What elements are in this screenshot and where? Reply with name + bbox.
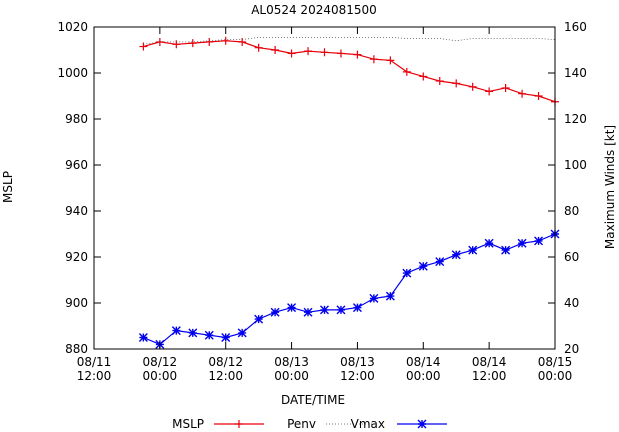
y-tick-label-left: 1020 — [57, 20, 88, 34]
y-axis-label-left: MSLP — [1, 171, 15, 203]
y-tick-label-left: 880 — [65, 342, 88, 356]
data-point-vmax — [352, 303, 362, 313]
data-point-vmax — [254, 314, 264, 324]
data-point-mslp — [254, 43, 263, 52]
data-point-vmax — [484, 238, 494, 248]
x-tick-label-time: 00:00 — [274, 369, 309, 383]
x-tick-label-date: 08/14 — [406, 355, 441, 369]
data-point-mslp — [402, 67, 411, 76]
y-tick-label-left: 960 — [65, 158, 88, 172]
data-point-mslp — [501, 83, 510, 92]
legend-label-vmax: Vmax — [351, 417, 385, 431]
data-point-mslp — [353, 50, 362, 59]
data-point-mslp — [419, 72, 428, 81]
series-line-mslp — [143, 40, 556, 103]
axes: 880 900 920 940 960 980 1000 1020 20 40 60 80 100 120… — [57, 20, 586, 383]
y-tick-label-left: 940 — [65, 204, 88, 218]
y-tick-label-left: 1000 — [57, 66, 88, 80]
x-tick-label-date: 08/12 — [143, 355, 178, 369]
y-tick-label-right: 120 — [564, 112, 587, 126]
data-point-vmax — [188, 328, 198, 338]
x-tick-label-time: 12:00 — [208, 369, 243, 383]
data-point-mslp — [221, 36, 230, 45]
data-point-vmax — [336, 305, 346, 315]
x-tick-label-time: 12:00 — [77, 369, 112, 383]
data-point-mslp — [336, 49, 345, 58]
x-tick-label-time: 00:00 — [143, 369, 178, 383]
data-point-vmax — [517, 238, 527, 248]
y-axis-label-right: Maximum Winds [kt] — [603, 125, 617, 249]
data-point-mslp — [518, 89, 527, 98]
y-tick-label-left: 980 — [65, 112, 88, 126]
data-point-mslp — [485, 87, 494, 96]
data-point-mslp — [468, 82, 477, 91]
data-point-mslp — [304, 47, 313, 56]
x-tick-label-date: 08/13 — [274, 355, 309, 369]
legend-marker-mslp — [235, 420, 243, 428]
data-point-vmax — [534, 236, 544, 246]
data-point-vmax — [402, 268, 412, 278]
data-point-vmax — [221, 333, 231, 342]
x-tick-label-date: 08/15 — [538, 355, 573, 369]
x-tick-label-time: 12:00 — [340, 369, 375, 383]
x-tick-label-date: 08/14 — [472, 355, 507, 369]
data-point-vmax — [435, 257, 445, 267]
y-tick-label-right: 140 — [564, 66, 587, 80]
x-tick-label-date: 08/12 — [208, 355, 243, 369]
data-point-vmax — [287, 303, 297, 313]
data-point-mslp — [386, 56, 395, 65]
data-point-vmax — [204, 330, 214, 340]
x-tick-label-time: 00:00 — [406, 369, 441, 383]
data-point-mslp — [205, 37, 214, 46]
y-tick-label-right: 60 — [564, 250, 579, 264]
plot-area — [138, 36, 560, 349]
data-point-mslp — [139, 42, 148, 51]
data-point-vmax — [501, 245, 511, 255]
data-point-mslp — [188, 39, 197, 48]
data-point-mslp — [534, 92, 543, 100]
data-point-vmax — [303, 307, 313, 317]
data-point-mslp — [320, 48, 329, 57]
series-line-vmax — [143, 233, 556, 346]
x-tick-label-time: 00:00 — [538, 369, 573, 383]
x-tick-label-date: 08/11 — [77, 355, 112, 369]
y-tick-label-left: 900 — [65, 296, 88, 310]
data-point-vmax — [171, 326, 181, 336]
data-point-mslp — [369, 55, 378, 64]
series-line-penv — [143, 37, 556, 45]
y-tick-label-right: 20 — [564, 342, 579, 356]
y-tick-label-right: 100 — [564, 158, 587, 172]
y-tick-label-left: 920 — [65, 250, 88, 264]
y-tick-label-right: 80 — [564, 204, 579, 218]
data-point-mslp — [172, 40, 181, 49]
data-point-vmax — [320, 305, 329, 315]
data-point-vmax — [369, 293, 379, 303]
x-tick-label-date: 08/13 — [340, 355, 375, 369]
data-point-vmax — [270, 307, 280, 317]
x-tick-label-time: 12:00 — [472, 369, 507, 383]
data-point-mslp — [452, 79, 461, 88]
data-point-vmax — [237, 328, 247, 338]
data-point-mslp — [238, 37, 247, 46]
data-point-mslp — [155, 37, 164, 46]
y-tick-label-right: 160 — [564, 20, 587, 34]
data-point-vmax — [451, 250, 461, 260]
data-point-vmax — [468, 245, 478, 255]
x-axis-label: DATE/TIME — [281, 393, 345, 407]
data-point-mslp — [271, 46, 280, 54]
chart-title: AL0524 2024081500 — [251, 3, 377, 17]
data-point-mslp — [435, 77, 444, 86]
legend-label-mslp: MSLP — [172, 417, 204, 431]
data-point-mslp — [287, 49, 296, 58]
data-point-vmax — [385, 291, 395, 301]
data-point-vmax — [418, 261, 428, 271]
data-point-vmax — [138, 333, 148, 342]
y-tick-label-right: 40 — [564, 296, 579, 310]
legend-label-penv: Penv — [287, 417, 316, 431]
legend: MSLP Penv Vmax — [172, 417, 447, 431]
legend-marker-vmax — [417, 419, 427, 429]
plot-frame — [93, 26, 556, 350]
